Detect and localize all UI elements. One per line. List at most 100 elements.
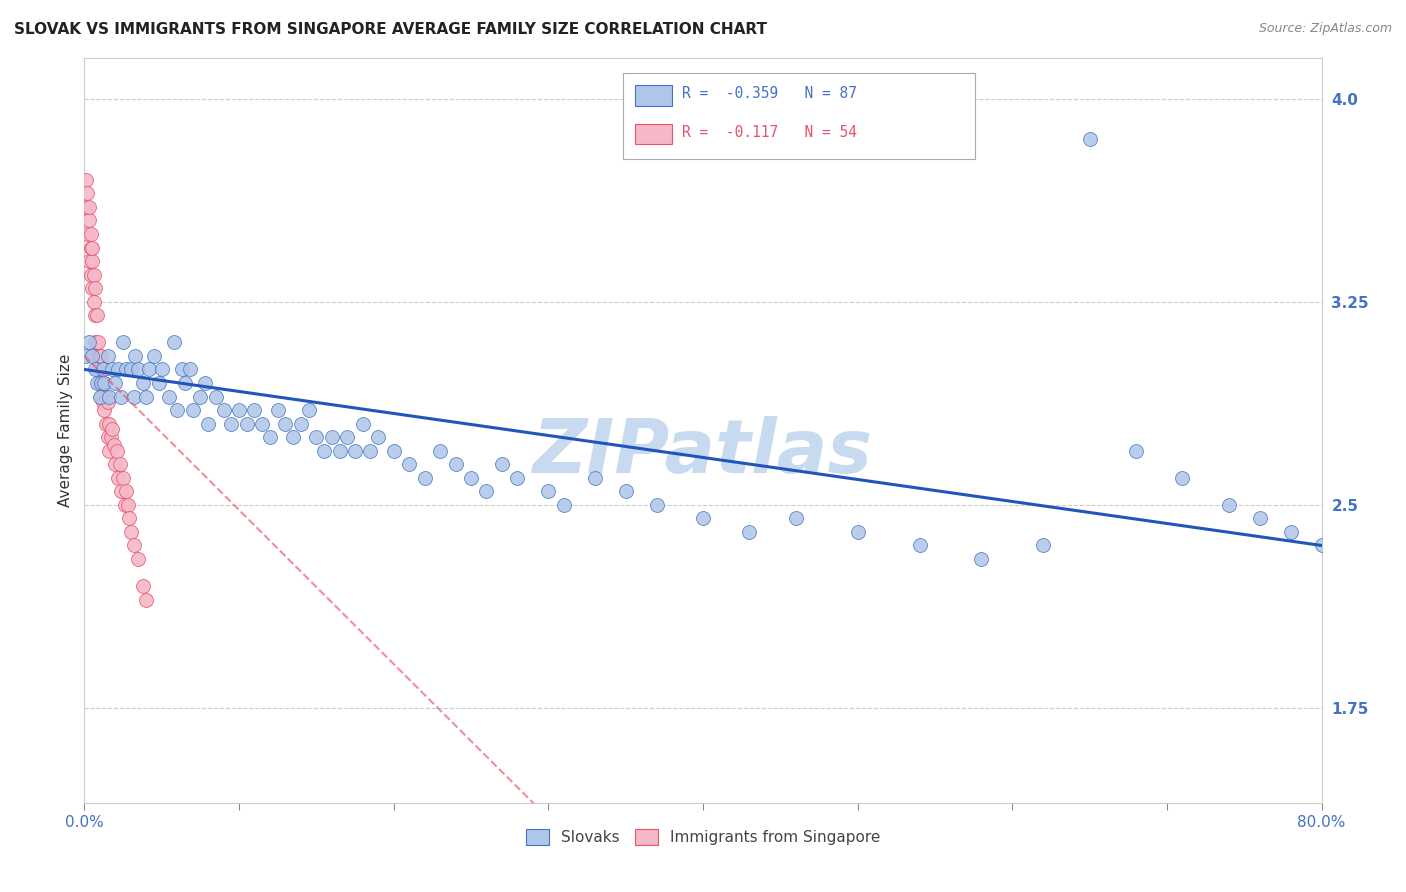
Point [135,592,157,607]
Point [93,376,115,390]
Point [382,443,405,458]
Point [115,484,138,499]
Point [281,430,305,444]
Point [114,498,136,512]
Point [107,471,129,485]
Point [90,376,112,390]
Point [104,457,127,471]
Point [181,403,204,417]
Point [89,390,111,404]
Point [112,335,135,350]
Point [115,362,138,376]
Point [91,395,114,409]
Point [76,227,98,241]
Point [90,349,112,363]
Point [235,417,259,431]
Point [205,390,228,404]
Point [77,254,100,268]
Point [212,403,235,417]
Point [243,403,266,417]
Point [475,484,498,499]
Point [312,443,335,458]
Point [100,430,122,444]
Point [132,376,155,390]
Point [86,349,108,363]
Point [170,362,193,376]
Point [1171,471,1194,485]
Y-axis label: Average Family Size: Average Family Size [58,354,73,507]
Point [105,443,128,458]
Point [194,376,217,390]
Point [79,227,101,241]
Point [228,403,250,417]
Point [321,430,343,444]
Point [112,471,135,485]
Point [127,362,149,376]
Point [1078,132,1101,146]
Point [583,471,606,485]
Point [98,417,121,431]
Point [124,349,146,363]
Point [104,376,127,390]
Point [82,254,104,268]
Point [76,186,98,201]
Point [460,471,482,485]
Point [87,335,110,350]
Point [101,422,124,436]
Point [122,390,145,404]
Point [118,511,141,525]
Point [537,484,560,499]
Point [846,524,869,539]
Point [86,308,108,322]
Point [738,524,761,539]
Point [75,349,97,363]
Point [84,281,107,295]
Point [98,443,121,458]
Point [87,362,110,376]
Point [83,294,105,309]
Text: SLOVAK VS IMMIGRANTS FROM SINGAPORE AVERAGE FAMILY SIZE CORRELATION CHART: SLOVAK VS IMMIGRANTS FROM SINGAPORE AVER… [14,22,768,37]
Point [367,430,389,444]
Point [163,335,186,350]
Point [110,390,132,404]
Point [1249,511,1271,525]
FancyBboxPatch shape [623,73,976,159]
Point [159,390,180,404]
Point [970,552,993,566]
FancyBboxPatch shape [636,123,672,145]
Point [89,376,111,390]
Point [82,349,104,363]
Point [77,213,100,227]
Point [274,417,297,431]
Text: R =  -0.117   N = 54: R = -0.117 N = 54 [682,125,858,140]
Point [297,403,319,417]
Point [219,417,242,431]
Point [82,281,104,295]
Point [96,349,118,363]
Point [138,362,160,376]
Point [120,524,142,539]
Point [429,443,451,458]
Point [148,376,170,390]
Point [1125,443,1147,458]
Point [94,417,117,431]
Point [75,200,97,214]
Point [120,362,142,376]
Legend: Slovaks, Immigrants from Singapore: Slovaks, Immigrants from Singapore [520,822,886,851]
Point [553,498,575,512]
Point [343,443,366,458]
Point [79,268,101,282]
Point [143,349,166,363]
Point [96,395,118,409]
Point [96,430,118,444]
Point [506,471,529,485]
Point [150,362,173,376]
Point [1310,539,1333,553]
Point [645,498,668,512]
Text: R =  -0.359   N = 87: R = -0.359 N = 87 [682,87,858,101]
Point [110,484,132,499]
Point [1032,539,1054,553]
Point [101,362,124,376]
FancyBboxPatch shape [636,85,672,105]
Point [103,438,125,452]
